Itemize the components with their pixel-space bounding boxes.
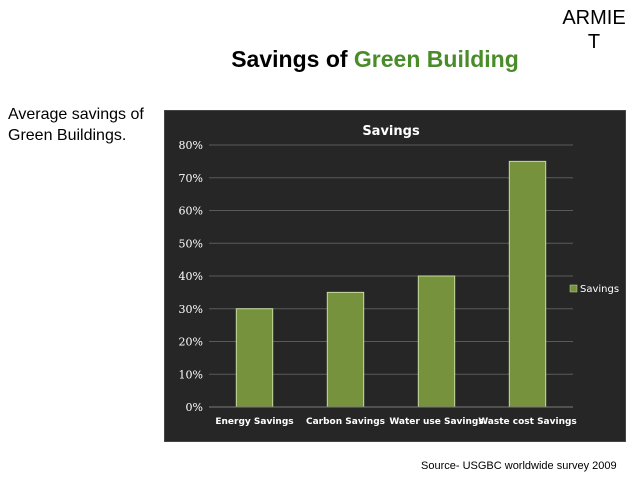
title-highlight: Green Building — [353, 46, 519, 72]
legend-label: Savings — [580, 284, 619, 295]
chart-svg: Savings 0% 10% 20% 30% 40% 50% 60% 70% 80% Energy … — [179, 124, 620, 427]
side-note: Average savings of Green Buildings. — [8, 106, 144, 144]
y-tick-label: 60% — [179, 205, 203, 218]
x-tick-label: Energy Savings — [215, 417, 293, 427]
bar — [417, 275, 456, 408]
y-tick-label: 50% — [179, 237, 203, 250]
corner-brand: ARMIE T — [562, 7, 626, 53]
y-tick-label: 20% — [179, 336, 203, 349]
x-tick-label: Water use Savings — [389, 417, 483, 427]
y-tick-label: 30% — [179, 303, 203, 316]
x-tick-label: Waste cost Savings — [478, 417, 577, 427]
title-prefix: Savings of — [231, 46, 354, 72]
x-tick-label: Carbon Savings — [306, 417, 385, 427]
slide-title: Savings of Green Building — [190, 46, 560, 73]
bar — [508, 160, 547, 408]
y-tick-label: 70% — [179, 172, 203, 185]
bar — [326, 291, 365, 408]
y-tick-label: 40% — [179, 270, 203, 283]
bar — [235, 308, 274, 408]
y-tick-label: 80% — [179, 139, 203, 152]
source-note: Source- USGBC worldwide survey 2009 — [421, 460, 617, 472]
y-tick-label: 0% — [186, 401, 203, 414]
savings-chart: Savings 0% 10% 20% 30% 40% 50% 60% 70% 80% Energy … — [164, 110, 626, 442]
chart-title: Savings — [362, 124, 420, 139]
y-tick-label: 10% — [179, 368, 203, 381]
legend-swatch — [569, 284, 578, 293]
